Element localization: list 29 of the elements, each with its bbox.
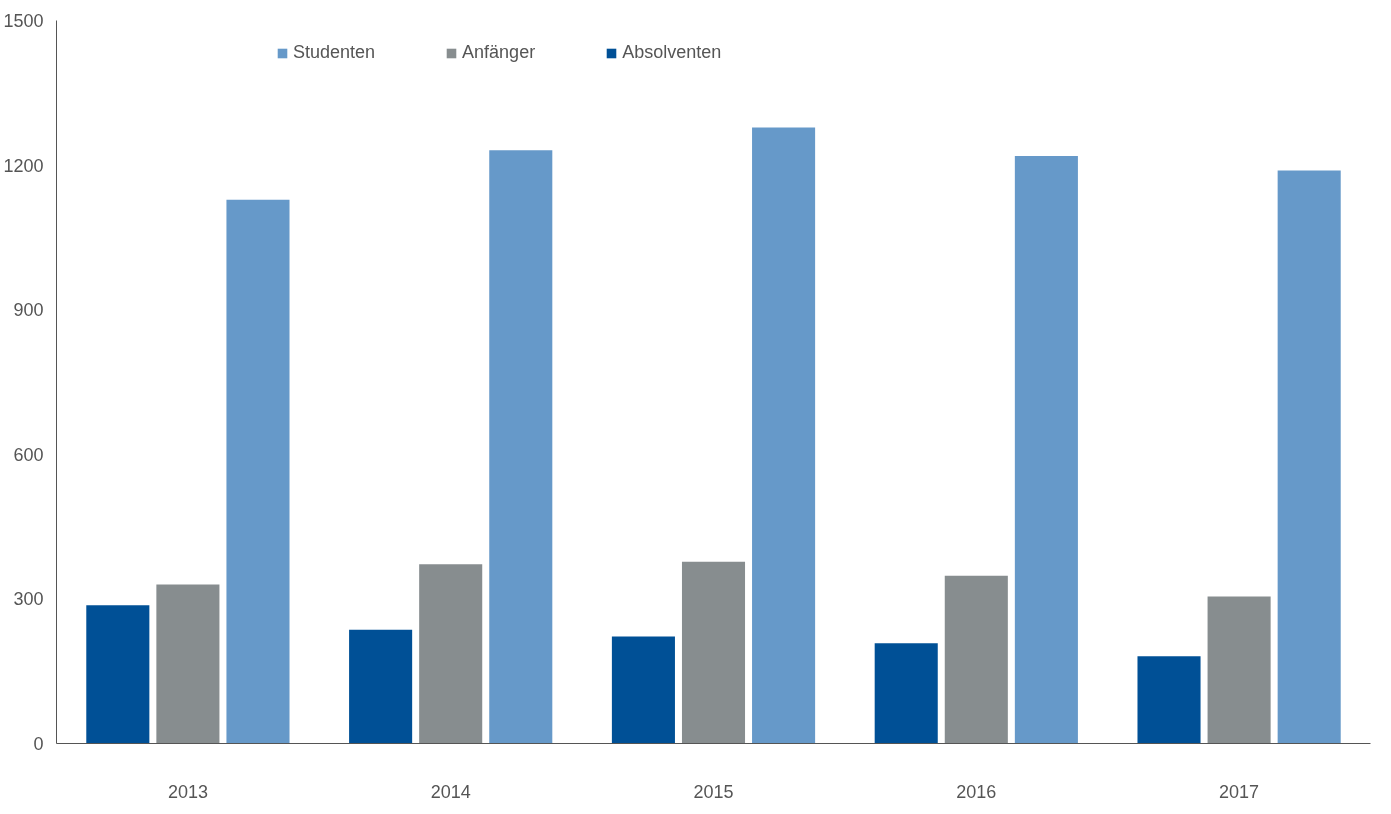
y-tick-label: 1200	[3, 155, 44, 176]
y-tick-label: 600	[13, 444, 44, 465]
bar	[681, 561, 746, 744]
bar	[874, 643, 938, 744]
bar	[611, 636, 675, 744]
bar	[1207, 596, 1271, 744]
bar	[1014, 155, 1078, 744]
bar	[156, 584, 220, 744]
y-tick-label: 1500	[3, 11, 44, 31]
bar	[349, 629, 413, 744]
x-tick-label: 2015	[693, 781, 734, 802]
bar	[752, 127, 816, 744]
x-tick-label: 2016	[956, 781, 997, 802]
bar	[86, 605, 150, 744]
y-tick-label: 0	[33, 734, 44, 754]
y-tick-label: 300	[13, 589, 44, 610]
legend-label: Studenten	[293, 42, 376, 63]
legend-label: Anfänger	[462, 42, 536, 63]
bar	[489, 150, 553, 744]
x-tick-label: 2013	[167, 781, 208, 802]
legend-label: Absolventen	[622, 42, 722, 63]
x-tick-label: 2017	[1219, 781, 1260, 802]
x-tick-label: 2014	[430, 781, 471, 802]
bar	[419, 564, 483, 744]
y-tick-label: 900	[13, 300, 44, 321]
bar	[226, 199, 290, 744]
bar	[944, 575, 1008, 744]
bar	[1277, 170, 1341, 744]
bar	[1137, 656, 1201, 744]
